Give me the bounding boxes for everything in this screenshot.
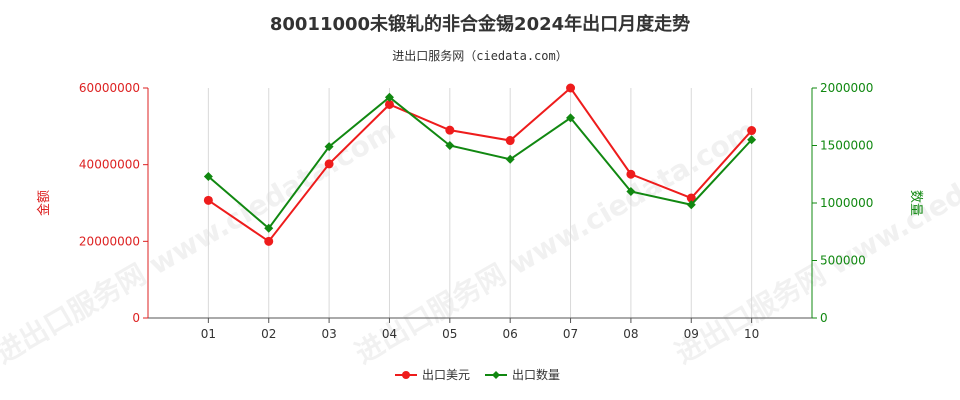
data-point: [445, 141, 455, 150]
data-point: [566, 83, 576, 93]
x-tick-label: 04: [382, 327, 397, 341]
series-2: [203, 92, 757, 233]
data-point: [505, 136, 515, 146]
y-left-tick-label: 0: [132, 311, 140, 325]
data-point: [686, 193, 696, 203]
chart-subtitle: 进出口服务网（ciedata.com）: [392, 48, 567, 63]
legend-swatch-marker: [402, 371, 410, 379]
y-left-tick-label: 60000000: [79, 81, 140, 95]
data-point: [747, 135, 757, 145]
data-point: [203, 195, 213, 205]
x-tick-label: 05: [442, 327, 457, 341]
data-point: [445, 125, 455, 135]
series-layer: [203, 83, 757, 246]
data-point: [203, 172, 213, 182]
x-tick-label: 08: [623, 327, 638, 341]
data-point: [324, 142, 334, 152]
chart-title: 80011000未锻轧的非合金锡2024年出口月度走势: [270, 13, 690, 35]
y-right-tick-label: 0: [820, 311, 828, 325]
y-axis-left-label: 金额: [36, 190, 52, 216]
data-point: [264, 236, 274, 246]
y-right-tick-label: 1000000: [820, 196, 873, 210]
data-point: [384, 92, 394, 102]
legend-label: 出口数量: [512, 367, 560, 382]
legend: 出口美元 出口数量: [395, 367, 560, 382]
data-point: [626, 187, 636, 196]
legend-item: 出口美元: [395, 368, 470, 382]
series-line: [207, 95, 753, 230]
data-point: [686, 200, 696, 210]
x-tick-label: 03: [321, 327, 336, 341]
legend-item: 出口数量: [485, 367, 560, 382]
y-right-tick-label: 1500000: [820, 139, 873, 153]
data-point: [626, 169, 636, 179]
data-point: [505, 154, 515, 164]
data-point: [747, 126, 757, 136]
x-tick-label: 01: [201, 327, 216, 341]
data-point: [384, 99, 394, 109]
y-left-tick-label: 20000000: [79, 234, 140, 248]
data-point: [264, 223, 274, 233]
data-point: [566, 113, 576, 123]
x-tick-label: 06: [503, 327, 518, 341]
y-left-tick-label: 40000000: [79, 158, 140, 172]
y-right-tick-label: 2000000: [820, 81, 873, 95]
x-tick-label: 10: [744, 327, 759, 341]
axes: 0 20000000 40000000 60000000 0 500000 1000000 1…: [79, 81, 874, 341]
legend-swatch-marker: [492, 371, 500, 379]
y-right-tick-label: 500000: [820, 254, 866, 268]
data-point: [324, 159, 334, 169]
x-tick-label: 07: [563, 327, 578, 341]
series-line: [207, 86, 753, 243]
x-tick-label: 09: [684, 327, 699, 341]
series-1: [203, 83, 757, 246]
y-axis-right-label: 数量: [908, 190, 923, 216]
legend-label: 出口美元: [422, 368, 470, 382]
x-tick-label: 02: [261, 327, 276, 341]
